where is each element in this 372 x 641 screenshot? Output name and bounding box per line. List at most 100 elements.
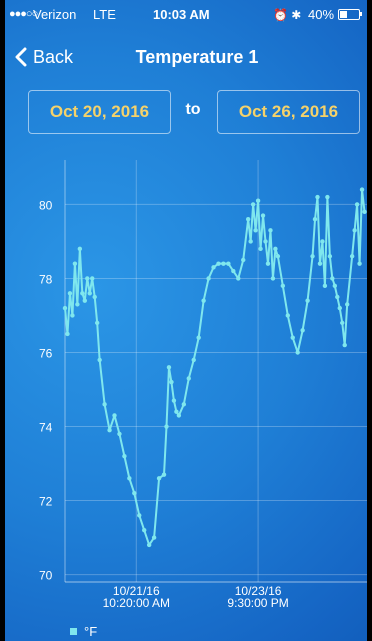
y-tick-label: 76 — [39, 346, 53, 360]
data-point — [67, 291, 73, 296]
data-point — [221, 261, 226, 266]
data-point — [273, 246, 278, 252]
data-point — [325, 194, 330, 200]
data-point — [171, 398, 177, 403]
battery-icon — [338, 9, 360, 20]
data-point — [340, 320, 345, 326]
data-point — [241, 257, 246, 263]
data-point — [112, 413, 117, 418]
data-point — [72, 261, 78, 266]
data-point — [75, 302, 80, 307]
data-point — [117, 431, 122, 437]
data-point — [253, 228, 258, 233]
data-point — [255, 198, 261, 203]
data-point — [317, 261, 323, 266]
data-point — [186, 376, 191, 381]
data-point — [290, 335, 295, 340]
data-point — [161, 472, 167, 477]
chart-legend: °F — [70, 624, 97, 639]
battery-percent: 40% — [308, 7, 335, 22]
data-point — [94, 320, 100, 326]
status-bar: ●●●○○ Verizon LTE 10:03 AM ⏰ ✱ 40% — [5, 0, 367, 28]
data-point — [305, 298, 310, 303]
data-point — [362, 209, 367, 215]
data-point — [70, 313, 75, 318]
data-point — [285, 313, 290, 318]
data-point — [320, 239, 325, 244]
app-screen: ●●●○○ Verizon LTE 10:03 AM ⏰ ✱ 40% Back … — [5, 0, 367, 641]
status-time: 10:03 AM — [153, 7, 210, 22]
y-tick-label: 74 — [39, 421, 53, 435]
back-label: Back — [33, 46, 74, 67]
data-point — [80, 291, 85, 296]
data-point — [127, 476, 132, 481]
alarm-bluetooth-icon: ⏰ ✱ — [273, 8, 302, 22]
y-tick-label: 80 — [39, 198, 53, 212]
legend-label: °F — [84, 624, 98, 639]
data-point — [250, 202, 256, 207]
data-point — [275, 254, 281, 259]
data-point — [248, 239, 253, 244]
data-point — [295, 350, 300, 355]
data-point — [82, 298, 88, 303]
data-point — [151, 535, 157, 540]
data-point — [132, 490, 137, 496]
x-tick-label: 9:30:00 PM — [227, 596, 288, 610]
data-point — [349, 254, 355, 259]
data-point — [62, 305, 68, 311]
data-point — [77, 246, 83, 252]
data-point — [142, 527, 147, 533]
data-point — [280, 283, 286, 289]
data-point — [263, 239, 268, 244]
data-point — [211, 265, 216, 270]
start-date-button[interactable]: Oct 20, 2016 — [28, 90, 171, 134]
data-point — [312, 217, 318, 222]
data-point — [322, 283, 328, 289]
data-point — [332, 283, 338, 289]
data-point — [87, 291, 92, 296]
data-point — [137, 513, 142, 518]
data-point — [216, 261, 221, 266]
date-separator-label: to — [185, 101, 201, 118]
data-point — [174, 409, 179, 414]
data-point — [166, 365, 172, 370]
data-point — [206, 276, 211, 281]
data-point — [330, 276, 335, 281]
y-tick-label: 70 — [39, 569, 53, 583]
data-point — [176, 413, 182, 418]
data-point — [107, 428, 112, 433]
data-point — [191, 357, 196, 363]
carrier-name: Verizon — [33, 7, 77, 22]
data-point — [181, 402, 187, 407]
data-point — [164, 424, 169, 429]
data-point — [169, 379, 174, 385]
data-point — [359, 187, 365, 192]
series-line — [64, 188, 366, 546]
x-tick-label: 10/23/16 — [235, 584, 282, 598]
data-point — [357, 261, 362, 266]
end-date-button[interactable]: Oct 26, 2016 — [217, 90, 360, 134]
data-point — [85, 276, 90, 281]
battery-level-fill — [340, 11, 348, 18]
data-point — [146, 542, 152, 548]
back-button[interactable]: Back — [15, 44, 73, 70]
data-point — [315, 194, 320, 200]
data-point — [236, 276, 241, 281]
data-point — [335, 294, 340, 300]
data-point — [327, 254, 333, 259]
data-point — [270, 276, 276, 281]
navigation-bar: Back Temperature 1 — [5, 34, 367, 78]
data-point — [231, 268, 236, 274]
data-point — [354, 202, 360, 207]
data-point — [201, 298, 206, 303]
data-point — [344, 302, 350, 307]
data-point — [92, 294, 97, 300]
data-point — [122, 453, 127, 459]
data-point — [196, 335, 201, 340]
data-point — [300, 328, 305, 333]
signal-strength-icon: ●●●○○ — [9, 8, 38, 20]
data-point — [342, 342, 347, 348]
y-tick-label: 72 — [39, 495, 53, 509]
data-point — [337, 305, 342, 311]
